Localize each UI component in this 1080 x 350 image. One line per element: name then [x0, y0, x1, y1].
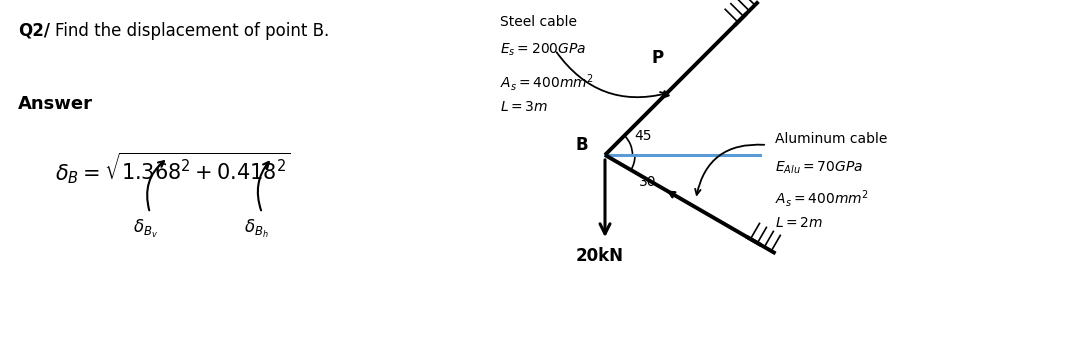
Text: $\delta_B = \sqrt{1.368^2 + 0.418^2}$: $\delta_B = \sqrt{1.368^2 + 0.418^2}$ [55, 150, 291, 186]
Text: $A_s = 400mm^2$: $A_s = 400mm^2$ [775, 188, 869, 209]
Text: $A_s = 400mm^2$: $A_s = 400mm^2$ [500, 72, 594, 93]
Text: Answer: Answer [18, 95, 93, 113]
Text: $E_s = 200GPa$: $E_s = 200GPa$ [500, 42, 586, 58]
Text: P: P [651, 49, 664, 67]
Text: Q2/: Q2/ [18, 22, 50, 40]
Text: $\delta_{B_v}$: $\delta_{B_v}$ [133, 218, 158, 240]
Text: Steel cable: Steel cable [500, 15, 577, 29]
Text: $L = 2m$: $L = 2m$ [775, 216, 823, 230]
Text: $\delta_{B_h}$: $\delta_{B_h}$ [244, 218, 269, 240]
Text: Find the displacement of point B.: Find the displacement of point B. [55, 22, 329, 40]
Text: B: B [576, 136, 588, 154]
Text: 30: 30 [639, 175, 657, 189]
Text: $L = 3m$: $L = 3m$ [500, 100, 548, 114]
Text: $E_{Alu} = 70GPa$: $E_{Alu} = 70GPa$ [775, 160, 863, 176]
Text: 20kN: 20kN [576, 247, 624, 265]
Text: 45: 45 [634, 129, 651, 143]
Text: Aluminum cable: Aluminum cable [775, 132, 888, 146]
